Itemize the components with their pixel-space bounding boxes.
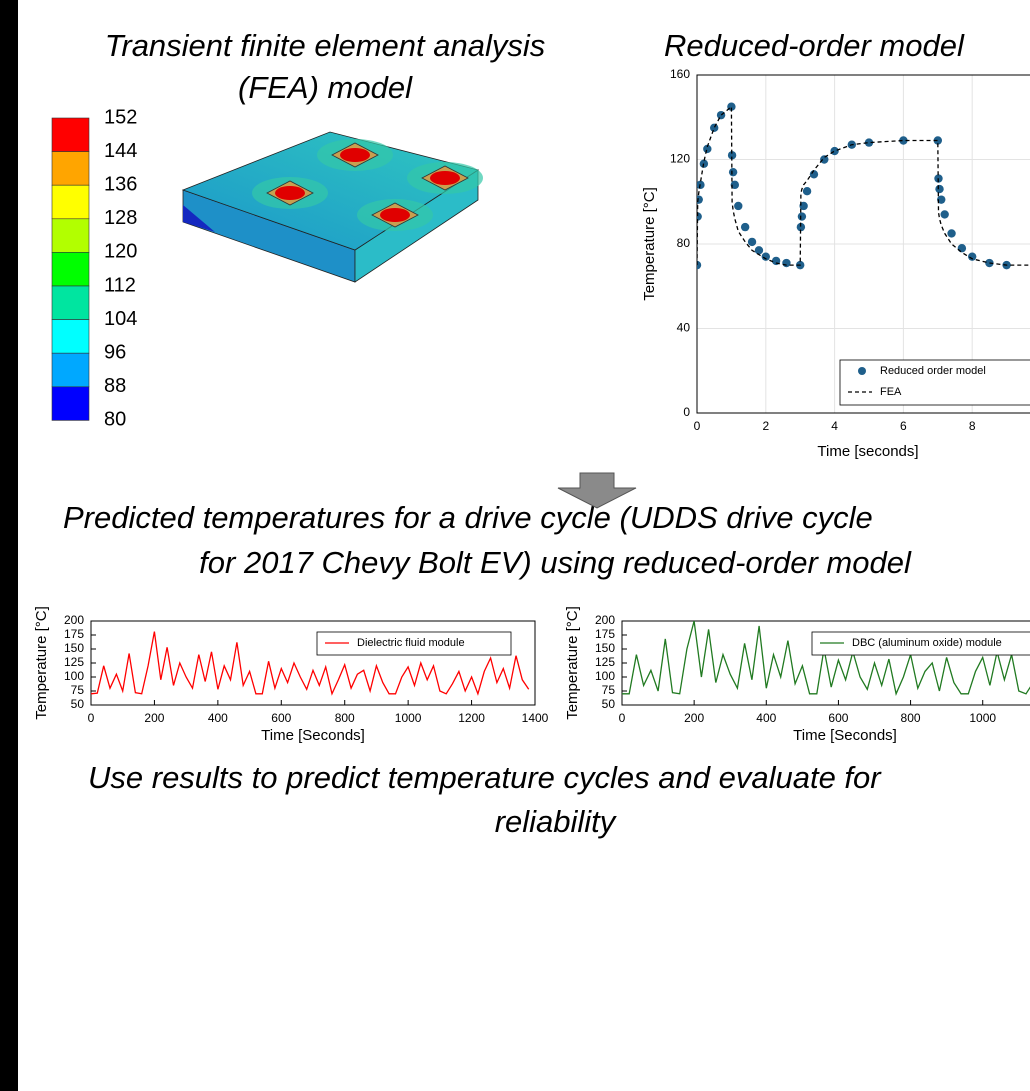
legend-label: 80 (104, 409, 126, 431)
heading: Transient finite element analysis (105, 28, 546, 63)
data-point (958, 244, 966, 252)
legend-label: 136 (104, 173, 137, 195)
data-point (782, 259, 790, 267)
x-tick-label: 400 (756, 711, 776, 725)
legend-label: 152 (104, 106, 137, 128)
page: {"headings":{"fea_line1":"Transient fini… (0, 0, 1030, 1091)
legend-swatch (52, 353, 89, 387)
legend-swatch (52, 252, 89, 286)
data-point (830, 147, 838, 155)
heading: Use results to predict temperature cycle… (88, 760, 882, 795)
legend-swatch (52, 387, 89, 421)
y-tick-label: 100 (64, 669, 84, 683)
y-tick-label: 0 (683, 405, 690, 419)
x-tick-label: 800 (335, 711, 355, 725)
x-axis-label: Time [seconds] (817, 443, 918, 460)
heading: (FEA) model (238, 70, 413, 105)
y-tick-label: 100 (595, 669, 615, 683)
x-tick-label: 0 (88, 711, 95, 725)
legend-label: Dielectric fluid module (357, 637, 465, 649)
data-point (729, 168, 737, 176)
heading: for 2017 Chevy Bolt EV) using reduced-or… (199, 545, 912, 580)
legend-label: 120 (104, 241, 137, 263)
y-tick-label: 80 (677, 236, 691, 250)
x-tick-label: 200 (684, 711, 704, 725)
x-tick-label: 800 (901, 711, 921, 725)
data-point (748, 238, 756, 246)
data-point (710, 124, 718, 132)
legend-label: FEA (880, 386, 902, 398)
x-tick-label: 400 (208, 711, 228, 725)
heading: Predicted temperatures for a drive cycle… (63, 500, 873, 535)
slide: Transient finite element analysis (FEA) … (0, 0, 1030, 1091)
x-tick-label: 1200 (458, 711, 485, 725)
y-axis-label: Temperature [°C] (564, 606, 581, 720)
y-axis-label: Temperature [°C] (33, 606, 50, 720)
y-tick-label: 50 (602, 697, 616, 711)
y-tick-label: 50 (71, 697, 85, 711)
y-tick-label: 200 (64, 613, 84, 627)
x-tick-label: 0 (619, 711, 626, 725)
y-tick-label: 150 (64, 641, 84, 655)
data-point (947, 229, 955, 237)
x-tick-label: 1000 (395, 711, 422, 725)
heading: Reduced-order model (664, 28, 965, 63)
data-point (798, 212, 806, 220)
data-point (695, 195, 703, 203)
x-tick-label: 1000 (969, 711, 996, 725)
data-point (741, 223, 749, 231)
y-tick-label: 175 (595, 627, 615, 641)
data-point (968, 252, 976, 260)
y-tick-label: 75 (71, 683, 85, 697)
x-tick-label: 4 (831, 419, 838, 433)
data-point (803, 187, 811, 195)
y-tick-label: 175 (64, 627, 84, 641)
fea-model (183, 132, 483, 282)
data-point (734, 202, 742, 210)
data-point (810, 170, 818, 178)
legend-label: 104 (104, 308, 137, 330)
y-tick-label: 125 (64, 655, 84, 669)
legend-label: 96 (104, 341, 126, 363)
legend-swatch (52, 320, 89, 354)
legend-label: DBC (aluminum oxide) module (852, 637, 1002, 649)
y-tick-label: 200 (595, 613, 615, 627)
legend-swatch (52, 152, 89, 186)
left-border (0, 0, 18, 1091)
data-point (820, 155, 828, 163)
data-point (940, 210, 948, 218)
x-tick-label: 600 (828, 711, 848, 725)
legend-label: 88 (104, 375, 126, 397)
legend-swatch (52, 118, 89, 152)
data-point (935, 185, 943, 193)
x-tick-label: 200 (144, 711, 164, 725)
x-axis-label: Time [Seconds] (793, 727, 897, 744)
series-line (697, 107, 1030, 265)
y-tick-label: 75 (602, 683, 616, 697)
x-tick-label: 6 (900, 419, 907, 433)
legend-marker (858, 367, 866, 375)
x-tick-label: 8 (969, 419, 976, 433)
legend-label: 112 (104, 274, 136, 296)
x-axis-label: Time [Seconds] (261, 727, 365, 744)
legend-label: 144 (104, 140, 137, 162)
data-point (755, 246, 763, 254)
legend-swatch (52, 185, 89, 219)
x-tick-label: 2 (762, 419, 769, 433)
legend-label: 128 (104, 207, 137, 229)
y-tick-label: 40 (677, 321, 691, 335)
legend-swatch (52, 219, 89, 253)
y-axis-label: Temperature [°C] (641, 187, 658, 301)
legend-swatch (52, 286, 89, 320)
y-tick-label: 150 (595, 641, 615, 655)
data-point (762, 252, 770, 260)
heading: reliability (495, 804, 618, 839)
x-tick-label: 1400 (522, 711, 549, 725)
x-tick-label: 0 (694, 419, 701, 433)
y-tick-label: 160 (670, 67, 690, 81)
x-tick-label: 600 (271, 711, 291, 725)
y-tick-label: 120 (670, 152, 690, 166)
y-tick-label: 125 (595, 655, 615, 669)
legend-label: Reduced order model (880, 365, 986, 377)
